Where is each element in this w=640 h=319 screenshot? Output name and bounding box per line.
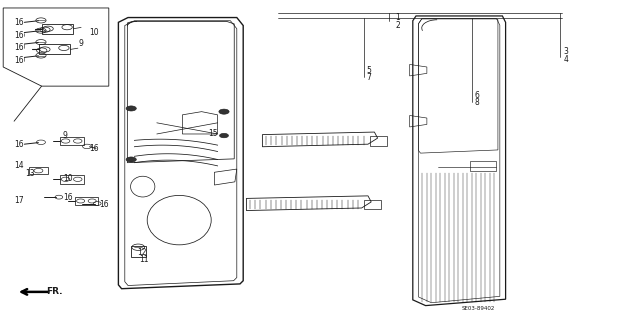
Text: 16: 16 xyxy=(90,144,99,153)
Circle shape xyxy=(220,133,228,138)
Text: 12: 12 xyxy=(137,248,147,256)
Circle shape xyxy=(219,109,229,114)
Text: 15: 15 xyxy=(208,130,218,138)
Text: 16: 16 xyxy=(63,193,72,202)
Text: 16: 16 xyxy=(14,56,24,65)
Text: 9: 9 xyxy=(78,39,83,48)
Text: 6: 6 xyxy=(475,91,480,100)
Text: 5: 5 xyxy=(366,66,371,75)
Text: 16: 16 xyxy=(99,200,109,209)
Circle shape xyxy=(126,106,136,111)
Text: 8: 8 xyxy=(475,98,479,107)
Text: 9: 9 xyxy=(63,131,68,140)
Text: 10: 10 xyxy=(63,174,72,183)
Text: 16: 16 xyxy=(14,43,24,52)
Text: 2: 2 xyxy=(396,21,400,30)
Circle shape xyxy=(126,157,136,162)
Text: SE03-89402: SE03-89402 xyxy=(462,306,495,311)
Text: 3: 3 xyxy=(563,47,568,56)
Text: 16: 16 xyxy=(14,18,24,27)
Text: 14: 14 xyxy=(14,161,24,170)
Text: 1: 1 xyxy=(396,13,400,22)
Text: 4: 4 xyxy=(563,55,568,63)
Text: 7: 7 xyxy=(366,73,371,82)
Text: 10: 10 xyxy=(90,28,99,37)
Text: 16: 16 xyxy=(14,31,24,40)
Text: 17: 17 xyxy=(14,197,24,205)
Text: 11: 11 xyxy=(140,255,149,263)
Text: 13: 13 xyxy=(26,169,35,178)
Text: FR.: FR. xyxy=(46,287,63,296)
Text: 16: 16 xyxy=(14,140,24,149)
